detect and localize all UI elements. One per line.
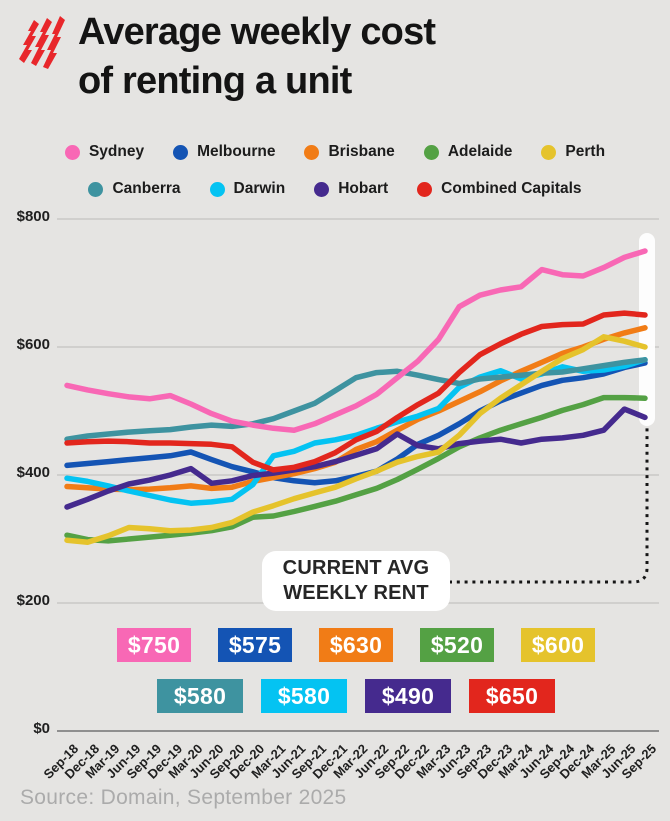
- series-line-sydney: [64, 248, 648, 433]
- logo-flames: [19, 16, 65, 69]
- legend-dot-brisbane: [304, 144, 320, 160]
- legend-dot-combined-capitals: [417, 181, 433, 197]
- current-avg-rent-callout: CURRENT AVG WEEKLY RENT: [262, 551, 450, 611]
- y-axis-label: $200: [16, 592, 50, 609]
- series-line-melbourne: [64, 360, 648, 486]
- page-title: Average weekly cost of renting a unit: [78, 8, 436, 106]
- callout-dotted-connector: [449, 428, 649, 584]
- y-axis-label: $800: [16, 208, 50, 225]
- legend-item-sydney: Sydney: [64, 143, 145, 161]
- callout-line1: CURRENT AVG: [282, 557, 430, 579]
- series-line-adelaide: [64, 394, 648, 544]
- legend-label: Brisbane: [328, 143, 395, 160]
- legend-label: Melbourne: [197, 143, 276, 160]
- current-rent-badge-hobart: $490: [365, 679, 451, 713]
- legend-dot-sydney: [64, 144, 80, 160]
- page-title-line2: of renting a unit: [78, 60, 352, 102]
- current-rent-badge-melbourne: $575: [218, 628, 292, 662]
- current-rent-badges-row-2: $580 $580 $490 $650: [60, 679, 652, 713]
- current-rent-badge-adelaide: $520: [420, 628, 494, 662]
- legend-dot-hobart: [314, 181, 330, 197]
- legend-dot-adelaide: [423, 144, 439, 160]
- legend-label: Adelaide: [447, 143, 513, 160]
- y-axis-label: $400: [16, 464, 50, 481]
- legend-dot-canberra: [88, 181, 104, 197]
- legend-label: Sydney: [88, 143, 145, 160]
- current-rent-badge-canberra: $580: [157, 679, 243, 713]
- legend-row-2: Canberra Darwin Hobart Combined Capitals: [0, 180, 670, 198]
- y-axis-label: $600: [16, 336, 50, 353]
- page-title-line1: Average weekly cost: [78, 11, 436, 53]
- legend-item-hobart: Hobart: [314, 180, 388, 198]
- series-line-brisbane: [64, 325, 648, 493]
- current-rent-badges-row-1: $750 $575 $630 $520 $600: [60, 628, 652, 662]
- sbs-logo: [19, 16, 65, 69]
- series-line-canberra: [64, 357, 648, 442]
- legend-item-melbourne: Melbourne: [173, 143, 275, 161]
- current-rent-badge-perth: $600: [521, 628, 595, 662]
- callout-line2: WEEKLY RENT: [283, 582, 429, 604]
- series-line-hobart: [64, 406, 648, 510]
- legend-item-perth: Perth: [541, 143, 605, 161]
- current-rent-badge-combined-capitals: $650: [469, 679, 555, 713]
- y-axis-label: $0: [33, 720, 50, 737]
- legend-dot-perth: [541, 144, 557, 160]
- series-line-combined-capitals: [64, 310, 648, 473]
- legend-label: Hobart: [338, 180, 389, 197]
- legend-item-darwin: Darwin: [209, 180, 286, 198]
- legend-item-adelaide: Adelaide: [423, 143, 513, 161]
- current-rent-badge-darwin: $580: [261, 679, 347, 713]
- legend-label: Combined Capitals: [441, 180, 582, 197]
- current-rent-badge-sydney: $750: [117, 628, 191, 662]
- source-credit: Source: Domain, September 2025: [20, 786, 347, 809]
- legend-item-brisbane: Brisbane: [304, 143, 395, 161]
- legend-dot-darwin: [209, 181, 225, 197]
- legend-row-1: Sydney Melbourne Brisbane Adelaide Perth: [0, 143, 670, 161]
- legend-label: Perth: [565, 143, 606, 160]
- current-rent-badge-brisbane: $630: [319, 628, 393, 662]
- series-line-perth: [64, 334, 648, 545]
- legend-label: Darwin: [233, 180, 286, 197]
- legend-dot-melbourne: [173, 144, 189, 160]
- legend-item-canberra: Canberra: [88, 180, 181, 198]
- legend-item-combined-capitals: Combined Capitals: [417, 180, 582, 198]
- legend-label: Canberra: [112, 180, 181, 197]
